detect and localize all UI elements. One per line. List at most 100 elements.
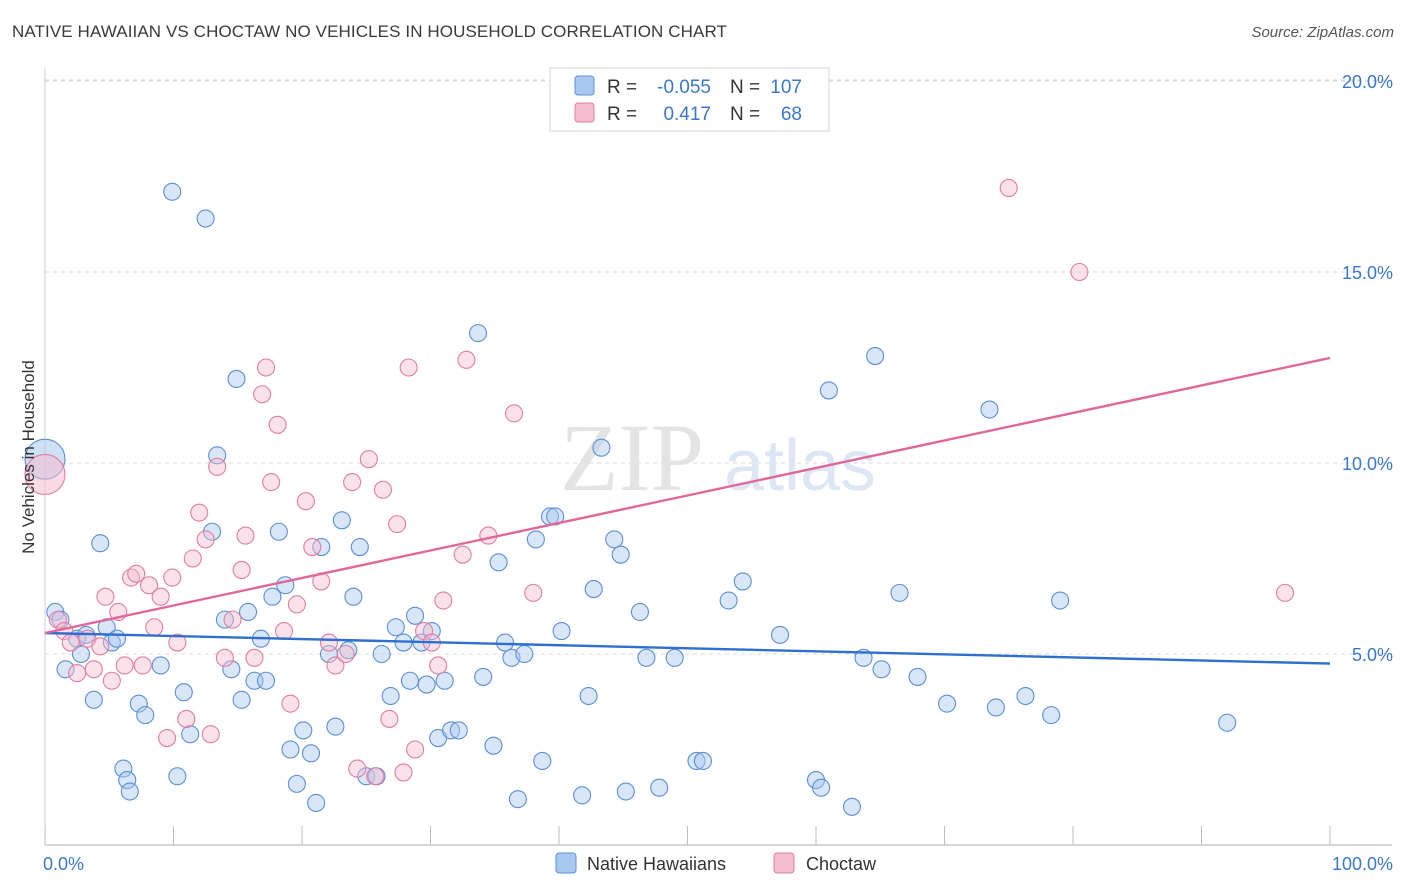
choctaw-point-28 [223,610,242,629]
native-hawaiians-point-103 [986,698,1005,717]
native-hawaiians-point-60 [435,671,454,690]
native-hawaiians-point-80 [605,530,624,549]
choctaw-point-3 [61,633,80,652]
choctaw-point-24 [196,530,215,549]
legend-n-label-2: N = [730,104,760,125]
choctaw-point-33 [256,358,276,377]
native-hawaiians-point-34 [269,522,288,541]
native-hawaiians-point-65 [484,736,503,755]
native-hawaiians-point-55 [406,606,425,625]
native-hawaiians-point-28 [232,690,251,709]
native-hawaiians-point-72 [533,751,552,771]
native-hawaiians-point-22 [196,209,215,228]
native-hawaiians-point-39 [301,744,321,763]
native-hawaiians-point-5 [71,644,91,664]
choctaw-point-61 [479,526,498,545]
native-hawaiians-point-75 [552,622,571,641]
choctaw-point-4 [68,664,87,683]
native-hawaiians-point-85 [650,778,669,797]
choctaw-point-23 [190,503,209,522]
choctaw-point-18 [158,728,177,748]
choctaw-point-27 [215,648,234,667]
choctaw-point-8 [96,587,115,606]
native-hawaiians-point-38 [294,721,313,740]
choctaw-point-13 [127,564,146,583]
choctaw-point-50 [380,709,399,728]
native-hawaiians-point-70 [515,644,534,664]
native-hawaiians-point-23 [203,522,222,541]
series-legend: Native Hawaiians Choctaw [555,852,877,874]
legend-r-label-2: R = [607,104,637,125]
choctaw-point-1 [48,610,67,629]
native-hawaiians-point-66 [489,553,508,572]
native-hawaiians-point-37 [287,774,306,793]
tick-labels: 5.0% 10.0% 15.0% 20.0% 0.0% 100.0% [43,72,1393,874]
legend-n-value-1: 107 [770,77,802,98]
native-hawaiians-point-3 [56,660,75,679]
y-tick-label-0: 5.0% [1352,645,1393,665]
trend-lines [44,356,1331,665]
native-hawaiians-point-40 [307,793,326,813]
native-hawaiians-point-84 [637,648,656,667]
native-hawaiians-point-51 [381,686,400,706]
choctaw-point-35 [268,415,287,434]
native-hawaiians-point-18 [163,182,182,201]
choctaw-point-26 [208,457,227,476]
native-hawaiians-point-11 [107,629,127,648]
series-choctaw [24,178,1295,786]
choctaw-point-40 [303,537,322,557]
native-hawaiians-point-8 [91,534,110,553]
native-hawaiians-point-82 [616,782,635,801]
axes [44,68,1392,846]
native-hawaiians-point-106 [1051,591,1070,610]
native-hawaiians-point-32 [256,671,276,690]
native-hawaiians-point-17 [151,656,170,675]
choctaw-point-16 [145,618,164,637]
native-hawaiians-point-67 [495,633,515,652]
choctaw-point-39 [296,492,315,511]
native-hawaiians-point-94 [819,381,838,400]
choctaw-point-29 [232,560,251,580]
source-label: Source: ZipAtlas.com [1251,24,1394,41]
choctaw-point-64 [999,178,1018,198]
chart-title: NATIVE HAWAIIAN VS CHOCTAW NO VEHICLES I… [12,22,728,41]
native-hawaiians-point-64 [474,667,493,686]
choctaw-point-59 [453,545,472,564]
native-hawaiians-point-76 [573,786,592,805]
native-hawaiians-point-25 [215,610,234,629]
native-hawaiians-point-44 [332,511,351,530]
choctaw-point-44 [336,644,355,664]
choctaw-point-66 [1275,583,1295,602]
bottom-legend-swatch-pink [773,852,795,874]
native-hawaiians-point-29 [238,602,258,622]
native-hawaiians-point-107 [1218,713,1237,732]
native-hawaiians-point-21 [181,725,200,744]
native-hawaiians-point-20 [174,683,193,702]
native-hawaiians-point-86 [665,648,684,667]
legend-swatch-pink [574,102,595,123]
native-hawaiians-point-100 [908,667,927,686]
native-hawaiians-point-12 [114,759,133,778]
legend-swatch-blue [574,75,595,96]
legend-r-value-2: 0.417 [663,104,711,125]
choctaw-point-48 [366,767,385,786]
choctaw-point-47 [359,450,378,469]
native-hawaiians-point-69 [508,790,527,809]
y-axis-title: No Vehicles in Household [19,360,38,554]
choctaw-point-62 [504,404,524,423]
choctaw-point-14 [133,656,152,675]
legend-r-value-1: -0.055 [657,77,711,98]
choctaw-point-20 [168,633,187,652]
native-hawaiians-point-62 [449,721,468,740]
native-hawaiians-point-102 [980,400,999,419]
choctaw-point-6 [84,660,103,679]
native-hawaiians-point-46 [344,587,363,606]
native-hawaiians-point-61 [442,721,461,740]
bottom-legend-swatch-blue [555,852,577,874]
bottom-legend-label-native-hawaiians: Native Hawaiians [587,854,726,874]
choctaw-point-22 [183,549,202,568]
native-hawaiians-point-81 [611,545,630,564]
choctaw-point-43 [326,656,345,675]
choctaw-point-25 [201,725,220,744]
choctaw-point-31 [245,648,264,667]
